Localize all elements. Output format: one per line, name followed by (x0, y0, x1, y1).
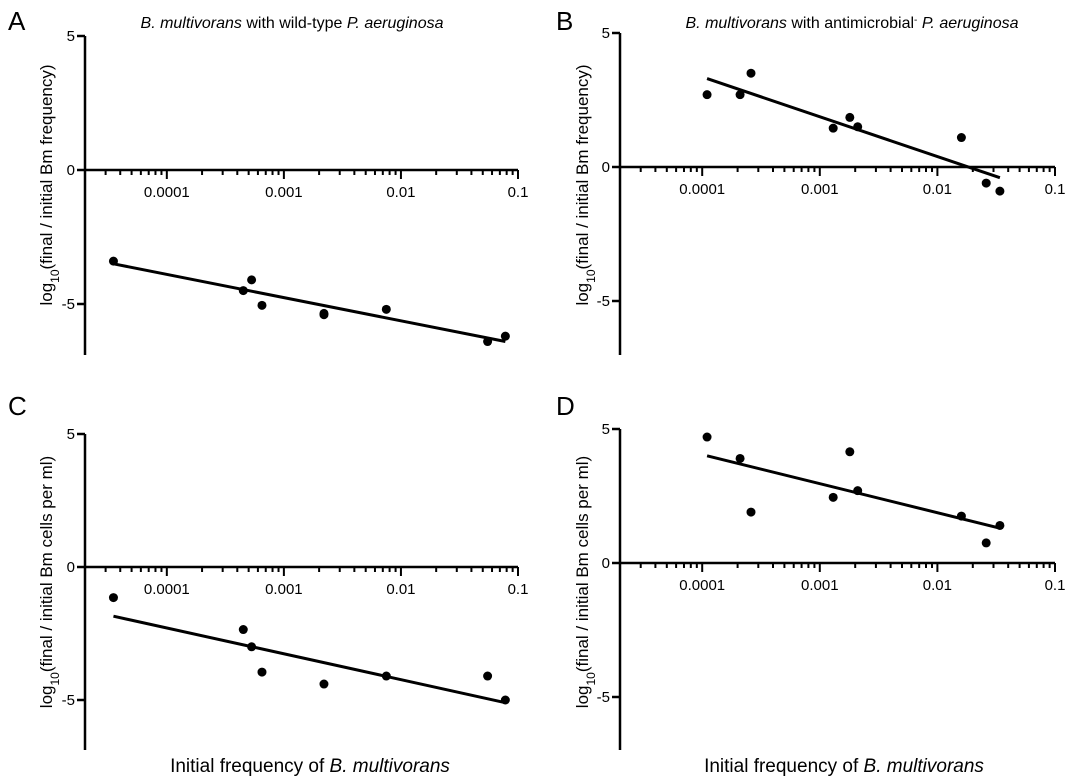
data-point (483, 337, 493, 347)
y-tick-label: -5 (62, 296, 75, 313)
y-tick-label: 0 (602, 159, 610, 176)
data-point (956, 133, 966, 143)
data-point (995, 186, 1005, 196)
y-axis-label: log10(final / initial Bm frequency) (37, 64, 62, 305)
x-tick-label: 0.1 (508, 184, 529, 201)
y-tick-label: -5 (62, 692, 75, 709)
data-point (257, 300, 267, 310)
y-tick-label: 5 (602, 421, 610, 438)
data-point (108, 593, 118, 603)
x-tick-label: 0.01 (386, 184, 415, 201)
panel-d: D 5 0 -5 0.0001 0.001 0.01 0.1 log10(final / ini… (556, 391, 1065, 750)
data-point (853, 486, 863, 496)
data-point (735, 90, 745, 100)
regression-line (113, 614, 506, 705)
x-tick-label: 0.1 (1045, 577, 1066, 594)
x-tick-label: 0.001 (265, 581, 303, 598)
data-point (247, 275, 257, 285)
panel-a: A B. multivorans with wild-type P. aerugi… (8, 6, 528, 355)
data-point (257, 667, 267, 677)
data-point (108, 256, 118, 266)
data-point (845, 112, 855, 122)
data-point (247, 642, 257, 652)
panel-b: B B. multivorans with antimicrobial- P. a… (556, 6, 1065, 355)
data-point (500, 695, 510, 705)
data-point (853, 122, 863, 132)
data-point (828, 123, 838, 133)
data-point (702, 90, 712, 100)
x-axis-label-left: Initial frequency of B. multivorans (170, 756, 450, 777)
data-point (500, 331, 510, 341)
x-tick-label: 0.0001 (679, 181, 725, 198)
data-point (319, 679, 329, 689)
x-tick-label: 0.1 (508, 581, 529, 598)
data-point (981, 178, 991, 188)
x-tick-label: 0.0001 (679, 577, 725, 594)
data-point (483, 671, 493, 681)
panel-letter: D (556, 391, 575, 421)
y-tick-label: -5 (597, 689, 610, 706)
data-point (828, 492, 838, 502)
x-tick-label: 0.001 (265, 184, 303, 201)
data-point (995, 520, 1005, 530)
data-point (381, 304, 391, 314)
data-point (746, 68, 756, 78)
panel-title: B. multivorans with antimicrobial- P. ae… (686, 15, 1019, 33)
panel-letter: B (556, 6, 573, 36)
y-tick-label: -5 (597, 293, 610, 310)
x-tick-label: 0.01 (386, 581, 415, 598)
data-point (319, 310, 329, 320)
data-point (381, 671, 391, 681)
y-tick-label: 5 (67, 426, 75, 443)
x-tick-label: 0.01 (923, 577, 952, 594)
data-point (956, 511, 966, 521)
x-axis-label-right: Initial frequency of B. multivorans (704, 756, 984, 777)
data-point (845, 447, 855, 457)
y-axis-label: log10(final / initial Bm frequency) (573, 64, 598, 305)
x-tick-label: 0.0001 (144, 184, 190, 201)
y-axis-label: log10(final / initial Bm cells per ml) (37, 456, 62, 708)
data-point (981, 538, 991, 548)
x-tick-label: 0.01 (923, 181, 952, 198)
data-point (238, 286, 248, 296)
x-tick-label: 0.0001 (144, 581, 190, 598)
y-tick-label: 5 (602, 25, 610, 42)
data-point (238, 625, 248, 635)
data-point (746, 507, 756, 517)
x-tick-label: 0.001 (801, 181, 839, 198)
panel-letter: A (8, 6, 26, 36)
y-tick-label: 0 (67, 162, 75, 179)
panel-c: C 5 0 -5 0.0001 0.001 0.01 0.1 log10(final / ini… (8, 391, 528, 750)
y-tick-label: 5 (67, 28, 75, 45)
y-axis-label: log10(final / initial Bm cells per ml) (573, 456, 598, 708)
x-tick-label: 0.001 (801, 577, 839, 594)
regression-line (113, 262, 506, 343)
y-tick-label: 0 (67, 559, 75, 576)
data-point (702, 432, 712, 442)
data-point (735, 453, 745, 463)
panel-letter: C (8, 391, 27, 421)
y-tick-label: 0 (602, 555, 610, 572)
panel-title: B. multivorans with wild-type P. aerugin… (141, 15, 444, 32)
x-tick-label: 0.1 (1045, 181, 1066, 198)
